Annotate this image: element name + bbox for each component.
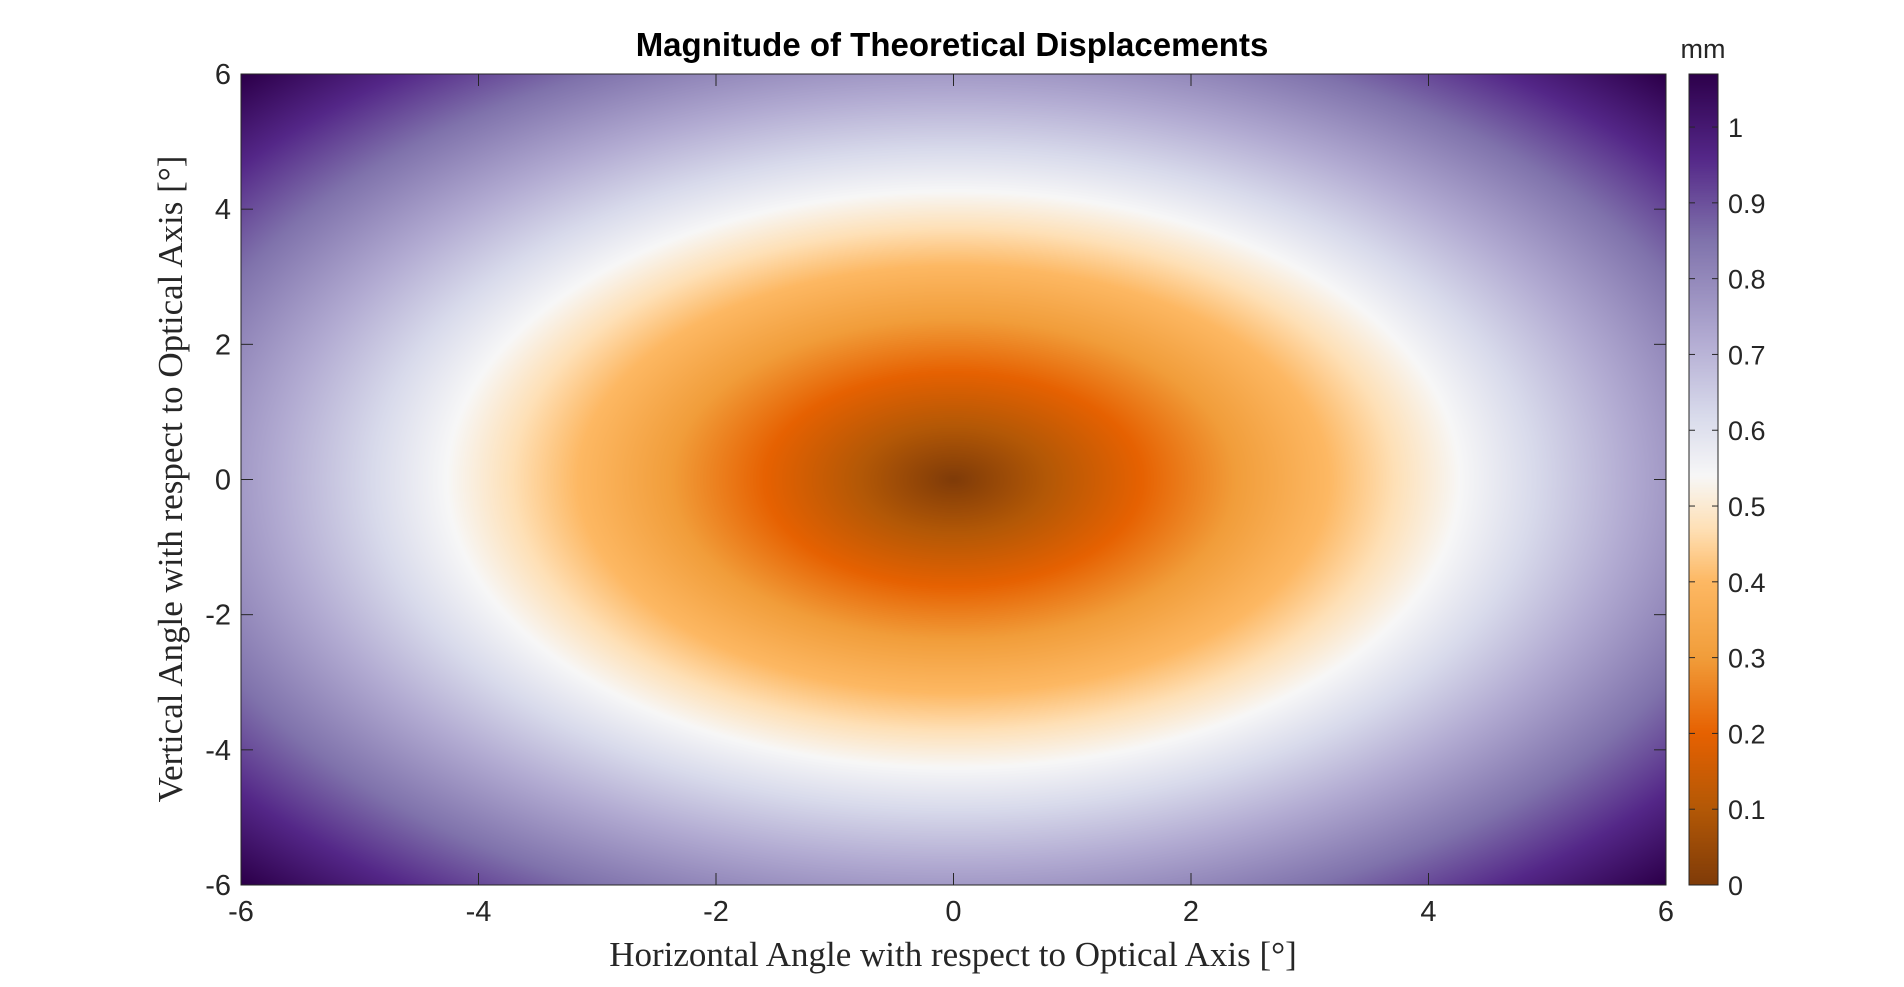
x-tick-label: 4: [1420, 896, 1436, 928]
colorbar-tick-label: 1: [1728, 113, 1743, 143]
colorbar-tick-label: 0.9: [1728, 189, 1766, 219]
heatmap-plot-area: [240, 73, 1667, 886]
colorbar-tick-label: 0.5: [1728, 492, 1766, 522]
y-tick-label: 4: [215, 194, 231, 226]
x-axis-ticks: -6 -4 -2 0 2 4 6: [228, 74, 1674, 928]
x-tick-label: -4: [466, 896, 492, 928]
y-tick-label: -4: [205, 735, 231, 767]
colorbar-ticks: 0 0.1 0.2 0.3 0.4 0.5 0.6 0.7 0.8 0.9 1: [1689, 113, 1766, 901]
y-axis-label: Vertical Angle with respect to Optical A…: [151, 156, 190, 803]
chart-title: Magnitude of Theoretical Displacements: [636, 26, 1269, 63]
colorbar-frame: [1688, 73, 1719, 886]
colorbar-tick-label: 0.7: [1728, 340, 1766, 370]
colorbar: 0 0.1 0.2 0.3 0.4 0.5 0.6 0.7 0.8 0.9 1 mm: [1681, 34, 1766, 901]
colorbar-tick-label: 0.3: [1728, 644, 1766, 674]
x-tick-label: 2: [1183, 896, 1199, 928]
y-tick-label: 0: [215, 465, 231, 497]
y-tick-label: -2: [205, 600, 231, 632]
x-axis-label: Horizontal Angle with respect to Optical…: [609, 935, 1297, 974]
y-axis-ticks: -6 -4 -2 0 2 4 6: [205, 59, 1666, 902]
colorbar-tick-label: 0.6: [1728, 416, 1766, 446]
y-tick-label: 6: [215, 59, 231, 91]
colorbar-unit: mm: [1681, 34, 1726, 64]
colorbar-tick-label: 0: [1728, 871, 1743, 901]
heatmap-canvas: [241, 74, 1666, 885]
y-tick-label: 2: [215, 329, 231, 361]
x-tick-label: -2: [703, 896, 729, 928]
x-tick-label: 0: [945, 896, 961, 928]
colorbar-canvas: [1689, 74, 1718, 885]
colorbar-tick-label: 0.8: [1728, 265, 1766, 295]
colorbar-tick-label: 0.1: [1728, 795, 1766, 825]
y-tick-label: -6: [205, 870, 231, 902]
colorbar-tick-label: 0.2: [1728, 719, 1766, 749]
colorbar-tick-label: 0.4: [1728, 568, 1766, 598]
x-tick-label: -6: [228, 896, 254, 928]
x-tick-label: 6: [1658, 896, 1674, 928]
